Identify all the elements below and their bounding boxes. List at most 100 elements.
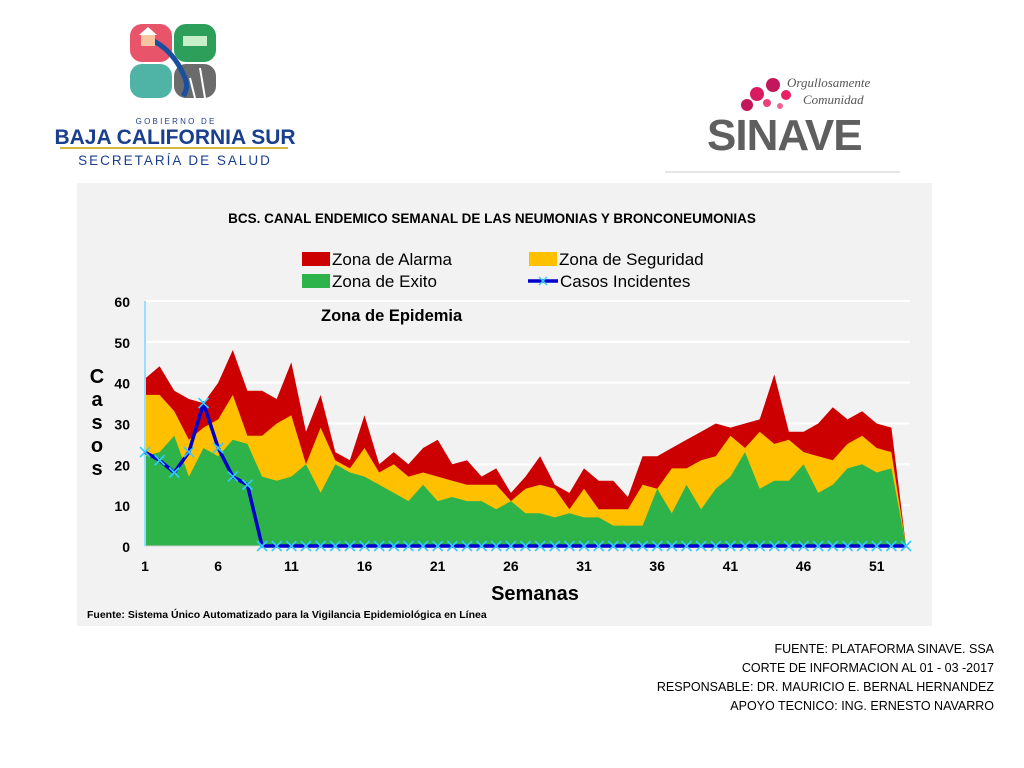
endemic-channel-chart: BCS. CANAL ENDEMICO SEMANAL DE LAS NEUMO… <box>87 211 912 621</box>
baja-california-sur-logo: G O B I E R N O D E BAJA CALIFORNIA SUR … <box>55 24 296 168</box>
y-tick-label: 10 <box>114 498 130 514</box>
casos-point <box>797 540 810 552</box>
credit-source: FUENTE: PLATAFORMA SINAVE. SSA <box>774 642 995 656</box>
sinave-tagline-1: Orgullosamente <box>787 75 871 90</box>
y-tick-label: 40 <box>114 376 130 392</box>
casos-point <box>417 540 429 552</box>
source-note: Fuente: Sistema Único Automatizado para … <box>87 608 487 621</box>
x-tick-label: 26 <box>503 558 519 574</box>
casos-point <box>827 540 839 552</box>
x-tick-label: 11 <box>284 558 299 574</box>
casos-point <box>271 540 283 552</box>
sinave-name: SINAVE <box>707 111 862 160</box>
casos-point <box>402 540 414 552</box>
chart-legend: Zona de Alarma Zona de Seguridad Zona de… <box>302 250 704 291</box>
casos-point <box>637 540 649 552</box>
legend-label-alarma: Zona de Alarma <box>332 250 453 269</box>
credits-block: FUENTE: PLATAFORMA SINAVE. SSA CORTE DE … <box>657 640 994 716</box>
casos-point <box>534 540 546 552</box>
area-exito <box>145 435 906 546</box>
casos-point <box>373 540 385 552</box>
casos-point <box>505 540 517 552</box>
y-tick-label: 60 <box>114 294 130 310</box>
legend-marker-casos <box>538 276 548 286</box>
casos-point <box>871 540 883 552</box>
casos-point <box>783 540 795 552</box>
casos-point <box>666 540 678 552</box>
y-tick-label: 20 <box>114 457 130 473</box>
casos-point <box>768 540 780 552</box>
legend-swatch-exito <box>302 274 330 288</box>
department-text: SECRETARÍA DE SALUD <box>78 153 272 168</box>
casos-point <box>139 446 151 458</box>
casos-point <box>490 540 502 552</box>
casos-point <box>622 540 634 552</box>
casos-point <box>329 540 341 552</box>
casos-point <box>841 540 854 552</box>
casos-point <box>754 540 766 552</box>
casos-point <box>315 540 327 552</box>
y-tick-label: 50 <box>114 335 130 351</box>
chart-title: BCS. CANAL ENDEMICO SEMANAL DE LAS NEUMO… <box>228 211 756 226</box>
casos-point <box>724 540 736 552</box>
casos-point <box>578 540 590 552</box>
credit-responsible: RESPONSABLE: DR. MAURICIO E. BERNAL HERN… <box>656 680 994 694</box>
casos-point <box>476 540 488 552</box>
casos-point <box>388 540 400 552</box>
casos-point <box>549 540 561 552</box>
sinave-tagline-2: Comunidad <box>803 92 864 107</box>
casos-point <box>885 540 897 552</box>
legend-label-casos: Casos Incidentes <box>560 272 690 291</box>
casos-point <box>212 442 224 454</box>
casos-point <box>900 540 912 552</box>
casos-point <box>563 540 575 552</box>
casos-point <box>300 540 312 552</box>
casos-point <box>519 540 532 552</box>
casos-point <box>358 540 371 552</box>
x-tick-label: 36 <box>649 558 665 574</box>
gobierno-de-text: G O B I E R N O D E <box>136 117 215 126</box>
credit-support: APOYO TECNICO: ING. ERNESTO NAVARRO <box>730 699 994 713</box>
x-tick-label: 41 <box>723 558 739 574</box>
casos-point <box>241 479 254 491</box>
casos-point <box>856 540 868 552</box>
x-axis-label: Semanas <box>491 583 579 605</box>
casos-point <box>446 540 458 552</box>
casos-point <box>812 540 824 552</box>
sinave-dots-icon <box>741 78 791 111</box>
x-tick-label: 51 <box>869 558 885 574</box>
x-tick-label: 1 <box>141 558 149 574</box>
state-emblem-icon <box>130 24 216 99</box>
legend-swatch-seguridad <box>529 252 557 266</box>
casos-point <box>344 540 356 552</box>
casos-point <box>461 540 473 552</box>
chart-panel: BCS. CANAL ENDEMICO SEMANAL DE LAS NEUMO… <box>77 183 932 626</box>
legend-swatch-alarma <box>302 252 330 266</box>
casos-point <box>168 466 180 479</box>
casos-point <box>183 446 195 458</box>
chart-case-line <box>139 397 912 552</box>
casos-point <box>197 397 210 409</box>
casos-point <box>432 540 444 552</box>
casos-point <box>695 540 707 552</box>
x-tick-label: 21 <box>430 558 446 574</box>
x-tick-label: 16 <box>357 558 373 574</box>
casos-point <box>227 471 239 483</box>
y-tick-label: 0 <box>122 539 130 555</box>
casos-point <box>710 540 722 552</box>
casos-point <box>607 540 619 552</box>
legend-label-exito: Zona de Exito <box>332 272 437 291</box>
y-tick-label: 30 <box>114 417 130 433</box>
x-tick-label: 46 <box>796 558 812 574</box>
x-tick-label: 31 <box>576 558 592 574</box>
casos-point <box>285 540 297 552</box>
casos-point <box>154 454 166 466</box>
casos-point <box>651 540 663 552</box>
casos-point <box>593 540 605 552</box>
x-tick-label: 6 <box>214 558 222 574</box>
epidemic-zone-label: Zona de Epidemia <box>321 307 463 325</box>
casos-point <box>680 540 693 552</box>
casos-point <box>739 540 751 552</box>
credit-cutoff: CORTE DE INFORMACION AL 01 - 03 -2017 <box>741 661 994 675</box>
